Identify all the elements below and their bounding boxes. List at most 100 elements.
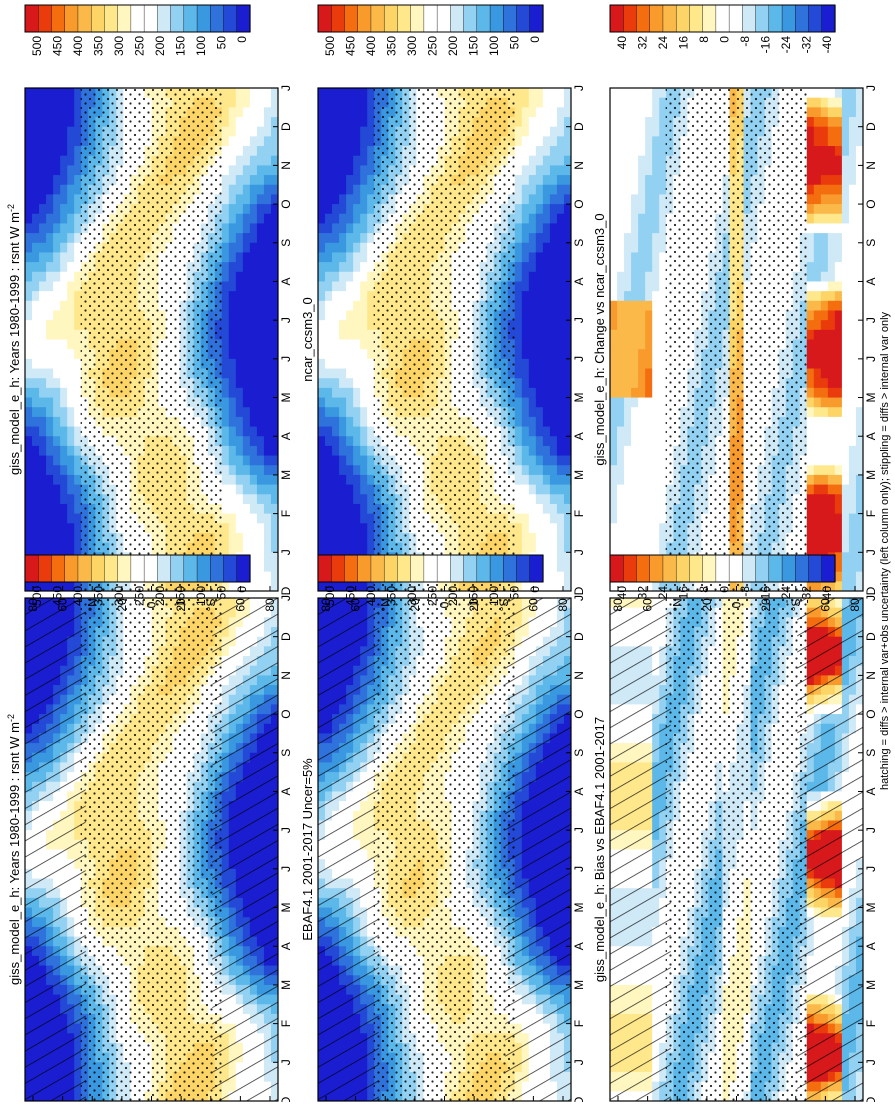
heatmap-cell xyxy=(257,504,265,514)
heatmap-cell xyxy=(46,378,54,388)
heatmap-cell xyxy=(271,233,279,243)
heatmap-cell xyxy=(250,456,258,466)
heatmap-cell xyxy=(25,146,33,156)
heatmap-cell xyxy=(53,136,61,146)
heatmap-cell xyxy=(222,369,230,379)
heatmap-cell xyxy=(60,301,68,311)
heatmap-cell xyxy=(229,88,237,98)
heatmap-cell xyxy=(257,301,265,311)
heatmap-cell xyxy=(25,310,33,320)
heatmap-cell xyxy=(271,136,279,146)
heatmap-cell xyxy=(257,185,265,195)
month-tick-label: J xyxy=(279,317,293,323)
heatmap-cell xyxy=(243,369,251,379)
heatmap-cell xyxy=(229,127,237,137)
heatmap-cell xyxy=(25,417,33,427)
heatmap-cell xyxy=(257,310,265,320)
heatmap-cell xyxy=(67,272,75,282)
heatmap-cell xyxy=(74,340,82,350)
heatmap-cell xyxy=(243,233,251,243)
heatmap-cell xyxy=(264,427,272,437)
heatmap-cell xyxy=(46,252,54,262)
heatmap-cell xyxy=(250,572,258,582)
heatmap-cell xyxy=(67,320,75,330)
heatmap-cell xyxy=(271,88,279,98)
heatmap-cell xyxy=(60,340,68,350)
heatmap-cell xyxy=(60,417,68,427)
heatmap-cell xyxy=(264,485,272,495)
heatmap-cell xyxy=(236,156,244,166)
heatmap-cell xyxy=(60,136,68,146)
heatmap-cell xyxy=(229,223,237,233)
heatmap-cell xyxy=(264,214,272,224)
heatmap-cell xyxy=(257,98,265,108)
heatmap-cell xyxy=(271,427,279,437)
heatmap-cell xyxy=(271,552,279,562)
heatmap-cell xyxy=(25,398,33,408)
heatmap-cell xyxy=(32,427,40,437)
heatmap-cell xyxy=(32,533,40,543)
heatmap-cell xyxy=(243,272,251,282)
heatmap-cell xyxy=(271,465,279,475)
heatmap-cell xyxy=(250,301,258,311)
stippling-overlay xyxy=(81,598,223,1101)
heatmap-cell xyxy=(74,465,82,475)
heatmap-cell xyxy=(39,281,47,291)
heatmap-cell xyxy=(236,456,244,466)
heatmap-cell xyxy=(67,185,75,195)
heatmap-cell xyxy=(46,127,54,137)
heatmap-cell xyxy=(250,514,258,524)
heatmap-cell xyxy=(229,252,237,262)
heatmap-cell xyxy=(236,88,244,98)
heatmap-cell xyxy=(264,291,272,301)
heatmap-cell xyxy=(243,281,251,291)
heatmap-cell xyxy=(60,194,68,204)
heatmap-cell xyxy=(236,330,244,340)
heatmap-cell xyxy=(250,185,258,195)
heatmap-cell xyxy=(271,310,279,320)
heatmap-cell xyxy=(250,523,258,533)
heatmap-cell xyxy=(243,359,251,369)
heatmap-cell xyxy=(46,281,54,291)
heatmap-cell xyxy=(74,127,82,137)
heatmap-cell xyxy=(39,446,47,456)
heatmap-cell xyxy=(60,252,68,262)
heatmap-cell xyxy=(257,485,265,495)
heatmap-cell xyxy=(53,301,61,311)
heatmap-cell xyxy=(60,427,68,437)
heatmap-cell xyxy=(46,175,54,185)
heatmap-cell xyxy=(60,146,68,156)
heatmap-cell xyxy=(60,456,68,466)
month-tick-label: J xyxy=(279,866,293,872)
heatmap-cell xyxy=(222,127,230,137)
heatmap-cell xyxy=(39,417,47,427)
heatmap-cell xyxy=(25,272,33,282)
heatmap-cell xyxy=(257,243,265,253)
heatmap-cell xyxy=(25,243,33,253)
heatmap-cell xyxy=(25,291,33,301)
heatmap-cell xyxy=(25,340,33,350)
heatmap-cell xyxy=(257,572,265,582)
heatmap-cell xyxy=(271,194,279,204)
heatmap-cell xyxy=(222,465,230,475)
heatmap-cell xyxy=(229,272,237,282)
heatmap-cell xyxy=(257,514,265,524)
heatmap-cell xyxy=(32,494,40,504)
heatmap-cell xyxy=(236,214,244,224)
heatmap-cell xyxy=(229,194,237,204)
heatmap-cell xyxy=(264,514,272,524)
heatmap-cell xyxy=(32,214,40,224)
heatmap-cell xyxy=(271,243,279,253)
heatmap-cell xyxy=(53,117,61,127)
heatmap-cell xyxy=(53,349,61,359)
heatmap-cell xyxy=(67,436,75,446)
heatmap-cell xyxy=(25,427,33,437)
heatmap-cell xyxy=(32,107,40,117)
heatmap-cell xyxy=(74,369,82,379)
month-tick-label: O xyxy=(279,199,293,208)
heatmap-cell xyxy=(257,214,265,224)
heatmap-cell xyxy=(250,349,258,359)
heatmap-cell xyxy=(264,475,272,485)
heatmap-cell xyxy=(25,252,33,262)
